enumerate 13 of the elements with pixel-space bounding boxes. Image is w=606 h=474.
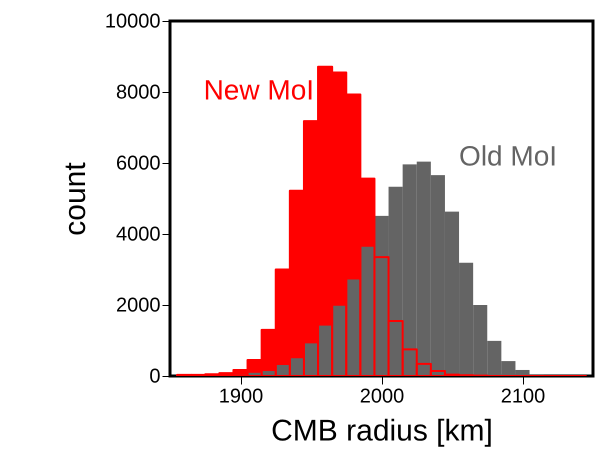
y-axis-title: count [58,162,92,236]
y-tick-label: 4000 [116,224,160,246]
x-tick-label: 2100 [500,386,546,408]
x-axis-title: CMB radius [km] [271,414,493,448]
y-tick-label: 8000 [116,82,160,104]
y-tick-label: 2000 [116,294,160,316]
y-tick-label: 0 [149,366,160,388]
x-tick-label: 2000 [360,386,404,408]
y-tick-label: 6000 [116,152,160,174]
series-label: New MoI [204,74,314,106]
x-tick-label: 1900 [218,386,264,408]
y-tick-label: 10000 [104,10,160,32]
series-label: Old MoI [459,140,558,172]
